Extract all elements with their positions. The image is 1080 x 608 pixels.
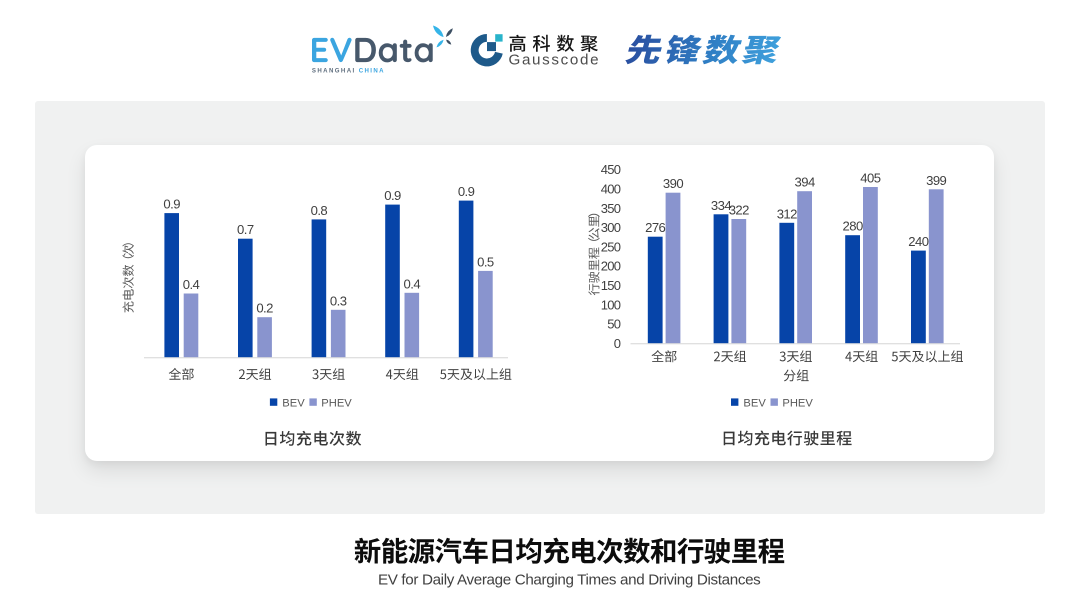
svg-text:240: 240 xyxy=(908,234,928,249)
svg-text:350: 350 xyxy=(601,201,621,216)
svg-text:0.2: 0.2 xyxy=(256,301,273,316)
svg-text:400: 400 xyxy=(601,182,621,197)
svg-text:250: 250 xyxy=(601,239,621,254)
svg-text:399: 399 xyxy=(926,173,946,188)
svg-text:0.7: 0.7 xyxy=(237,222,254,237)
svg-text:EV for Daily Average Charging: EV for Daily Average Charging Times and … xyxy=(378,571,761,588)
svg-text:0.9: 0.9 xyxy=(458,184,475,199)
svg-text:322: 322 xyxy=(729,203,749,218)
svg-text:Gausscode: Gausscode xyxy=(509,52,601,69)
svg-text:450: 450 xyxy=(601,162,621,177)
svg-text:390: 390 xyxy=(663,176,683,191)
svg-text:0: 0 xyxy=(614,336,621,351)
svg-text:0.4: 0.4 xyxy=(404,276,421,291)
svg-text:276: 276 xyxy=(645,220,665,235)
svg-text:150: 150 xyxy=(601,278,621,293)
svg-text:394: 394 xyxy=(794,175,814,190)
svg-text:0.3: 0.3 xyxy=(330,293,347,308)
svg-text:405: 405 xyxy=(860,171,880,186)
svg-text:50: 50 xyxy=(607,317,621,332)
svg-text:0.8: 0.8 xyxy=(311,203,328,218)
svg-text:200: 200 xyxy=(601,259,621,274)
svg-text:300: 300 xyxy=(601,220,621,235)
svg-text:PHEV: PHEV xyxy=(321,397,352,409)
svg-text:312: 312 xyxy=(777,206,797,221)
svg-text:334: 334 xyxy=(711,198,731,213)
svg-text:SHANGHAI CHINA: SHANGHAI CHINA xyxy=(312,68,385,75)
svg-text:0.9: 0.9 xyxy=(163,197,180,212)
svg-text:280: 280 xyxy=(842,219,862,234)
svg-text:0.4: 0.4 xyxy=(183,277,200,292)
svg-text:BEV: BEV xyxy=(282,397,305,409)
svg-text:100: 100 xyxy=(601,297,621,312)
svg-text:0.9: 0.9 xyxy=(384,188,401,203)
svg-text:0.5: 0.5 xyxy=(477,254,494,269)
svg-text:PHEV: PHEV xyxy=(782,397,813,409)
svg-text:BEV: BEV xyxy=(743,397,766,409)
